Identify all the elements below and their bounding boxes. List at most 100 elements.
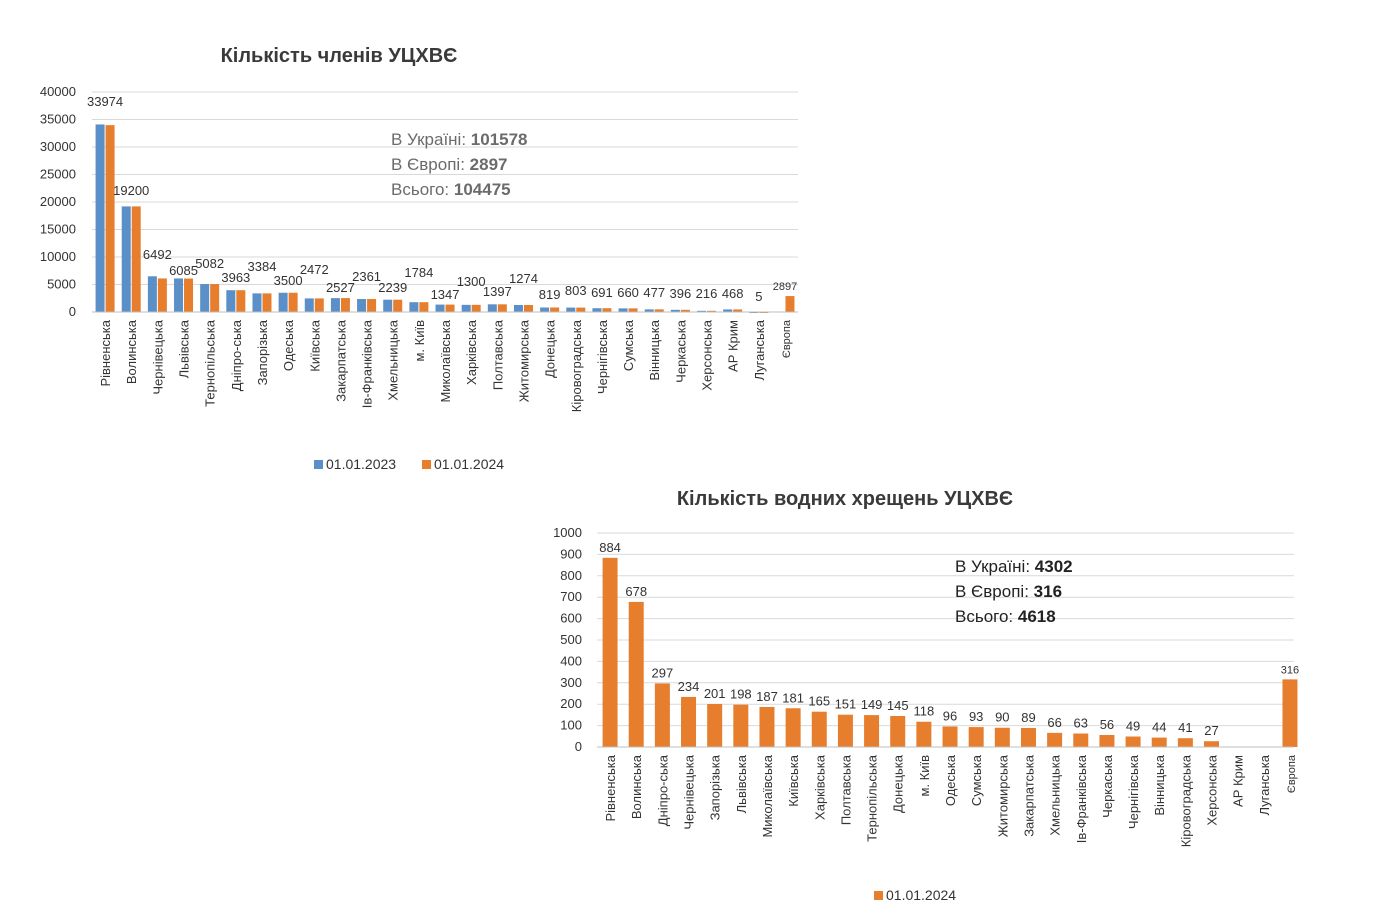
data-label: 198 (730, 687, 752, 702)
annotation-value: 2897 (470, 155, 508, 174)
bar-01-01-2024 (680, 309, 690, 312)
y-tick-label: 25000 (40, 167, 76, 182)
y-tick-label: 1000 (553, 525, 582, 540)
data-label: 1274 (509, 271, 538, 286)
bar-01-01-2024 (602, 557, 618, 747)
annotation-value: 316 (1034, 582, 1062, 601)
data-label: 396 (670, 286, 692, 301)
y-tick-label: 500 (560, 632, 582, 647)
bar-01-01-2024 (890, 715, 906, 747)
bar-01-01-2024 (157, 278, 167, 312)
x-tick-label: Черкаська (673, 319, 688, 383)
bar-01-01-2024 (1020, 727, 1036, 747)
data-label: 63 (1074, 716, 1088, 731)
x-tick-label: Кіровоградська (1178, 754, 1193, 847)
bar-01-01-2023 (147, 276, 157, 312)
x-tick-label: Кіровоградська (569, 319, 584, 412)
x-tick-label: АР Крим (726, 320, 741, 372)
bar-01-01-2024 (602, 308, 612, 312)
bar-01-01-2024 (759, 706, 775, 747)
bar-01-01-2024 (445, 304, 455, 312)
x-tick-label: Закарпатська (333, 319, 348, 402)
x-tick-label: Вінницька (647, 319, 662, 380)
bar-01-01-2023 (278, 292, 288, 312)
data-label: 803 (565, 283, 587, 298)
annotation-label: Всього: (391, 180, 454, 199)
bar-01-01-2024 (340, 298, 350, 312)
data-label: 2897 (773, 281, 797, 293)
annotation-value: 101578 (471, 130, 528, 149)
y-tick-label: 0 (575, 739, 582, 754)
legend-swatch (422, 460, 431, 469)
data-label: 316 (1281, 664, 1299, 676)
data-label: 44 (1152, 720, 1166, 735)
y-tick-label: 900 (560, 546, 582, 561)
bar-01-01-2024 (236, 290, 246, 312)
y-tick-label: 700 (560, 589, 582, 604)
data-label: 27 (1204, 723, 1218, 738)
x-tick-label: Чернівецька (150, 319, 165, 394)
data-label: 1397 (483, 284, 512, 299)
data-label: 1347 (431, 287, 460, 302)
annotation-line: В Україні: 101578 (391, 130, 528, 149)
bar-01-01-2024 (1204, 741, 1220, 747)
x-tick-label: Житомирська (516, 319, 531, 402)
data-label: 181 (782, 690, 804, 705)
bar-01-01-2024 (733, 704, 749, 747)
bar-01-01-2024 (288, 292, 298, 312)
x-tick-label: Одеська (943, 754, 958, 806)
bar-01-01-2024 (419, 302, 429, 312)
data-label: 33974 (87, 94, 123, 109)
bar-01-01-2024 (864, 715, 880, 747)
x-tick-label: Хмельницька (1048, 754, 1063, 835)
data-label: 5082 (195, 256, 224, 271)
data-label: 1784 (404, 265, 433, 280)
bar-01-01-2024 (393, 299, 403, 312)
x-tick-label: Чернівецька (682, 754, 697, 829)
data-label: 3384 (248, 259, 277, 274)
bar-01-01-2024 (210, 284, 220, 312)
y-tick-label: 0 (69, 304, 76, 319)
x-tick-label: Сумська (621, 319, 636, 371)
annotation-line: Всього: 4618 (955, 607, 1056, 626)
bar-01-01-2023 (697, 310, 707, 312)
bar-01-01-2024 (184, 278, 194, 312)
y-tick-label: 30000 (40, 139, 76, 154)
bar-01-01-2024 (811, 711, 827, 747)
legend-swatch (314, 460, 323, 469)
bar-01-01-2024 (1151, 737, 1167, 747)
bar-01-01-2024 (131, 206, 141, 312)
bar-01-01-2024 (314, 298, 324, 312)
data-label: 5 (755, 289, 762, 304)
data-label: 96 (943, 708, 957, 723)
bar-01-01-2024 (367, 299, 377, 312)
bar-01-01-2024 (471, 304, 481, 312)
annotation-value: 104475 (454, 180, 511, 199)
bar-01-01-2024 (1125, 736, 1141, 747)
data-label: 660 (617, 285, 639, 300)
x-tick-label: Львівська (177, 319, 192, 378)
x-tick-label: Харківська (464, 319, 479, 385)
x-tick-label: Ів-Франківська (1074, 754, 1089, 843)
y-tick-label: 800 (560, 568, 582, 583)
data-label: 234 (678, 679, 700, 694)
x-tick-label: Тернопільська (865, 754, 880, 842)
bar-01-01-2024 (262, 293, 272, 312)
legend-swatch (874, 891, 883, 900)
x-tick-label: Київська (786, 754, 801, 806)
x-tick-label: Ів-Франківська (360, 319, 375, 408)
x-tick-label: Вінницька (1152, 754, 1167, 815)
data-label: 216 (696, 286, 718, 301)
data-label: 90 (995, 710, 1009, 725)
y-tick-label: 600 (560, 611, 582, 626)
x-tick-label: Полтавська (838, 754, 853, 825)
bar-01-01-2024 (837, 714, 853, 747)
y-tick-label: 10000 (40, 249, 76, 264)
data-label: 66 (1047, 715, 1061, 730)
bar-01-01-2023 (566, 307, 576, 312)
y-tick-label: 100 (560, 718, 582, 733)
data-label: 6085 (169, 263, 198, 278)
data-label: 149 (861, 697, 883, 712)
x-tick-label: Харківська (812, 754, 827, 820)
data-label: 477 (643, 285, 665, 300)
